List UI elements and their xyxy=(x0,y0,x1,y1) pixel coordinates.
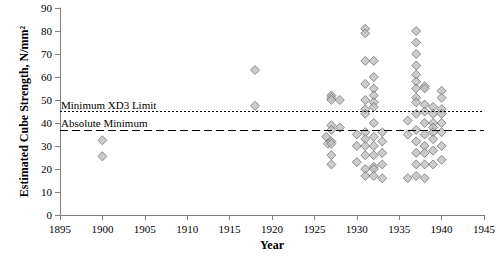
svg-text:1915: 1915 xyxy=(219,223,242,235)
svg-text:20: 20 xyxy=(41,163,53,175)
svg-text:1930: 1930 xyxy=(346,223,369,235)
svg-text:10: 10 xyxy=(41,186,53,198)
svg-text:1895: 1895 xyxy=(49,223,72,235)
svg-text:60: 60 xyxy=(41,71,53,83)
svg-text:50: 50 xyxy=(41,94,53,106)
svg-text:1935: 1935 xyxy=(388,223,411,235)
svg-text:1940: 1940 xyxy=(431,223,454,235)
svg-text:40: 40 xyxy=(41,117,53,129)
svg-text:Estimated Cube Strength, N/mm²: Estimated Cube Strength, N/mm² xyxy=(17,25,31,197)
svg-text:Absolute Minimum: Absolute Minimum xyxy=(61,117,148,129)
svg-text:70: 70 xyxy=(41,48,53,60)
svg-text:Minimum XD3 Limit: Minimum XD3 Limit xyxy=(61,99,156,111)
svg-text:1945: 1945 xyxy=(473,223,496,235)
svg-text:0: 0 xyxy=(47,209,53,221)
svg-text:1925: 1925 xyxy=(303,223,326,235)
svg-text:1910: 1910 xyxy=(176,223,199,235)
svg-text:90: 90 xyxy=(41,2,53,14)
svg-text:Year: Year xyxy=(260,238,285,252)
svg-text:1900: 1900 xyxy=(91,223,114,235)
svg-text:80: 80 xyxy=(41,25,53,37)
svg-text:1920: 1920 xyxy=(261,223,284,235)
svg-text:1905: 1905 xyxy=(134,223,157,235)
svg-text:30: 30 xyxy=(41,140,53,152)
